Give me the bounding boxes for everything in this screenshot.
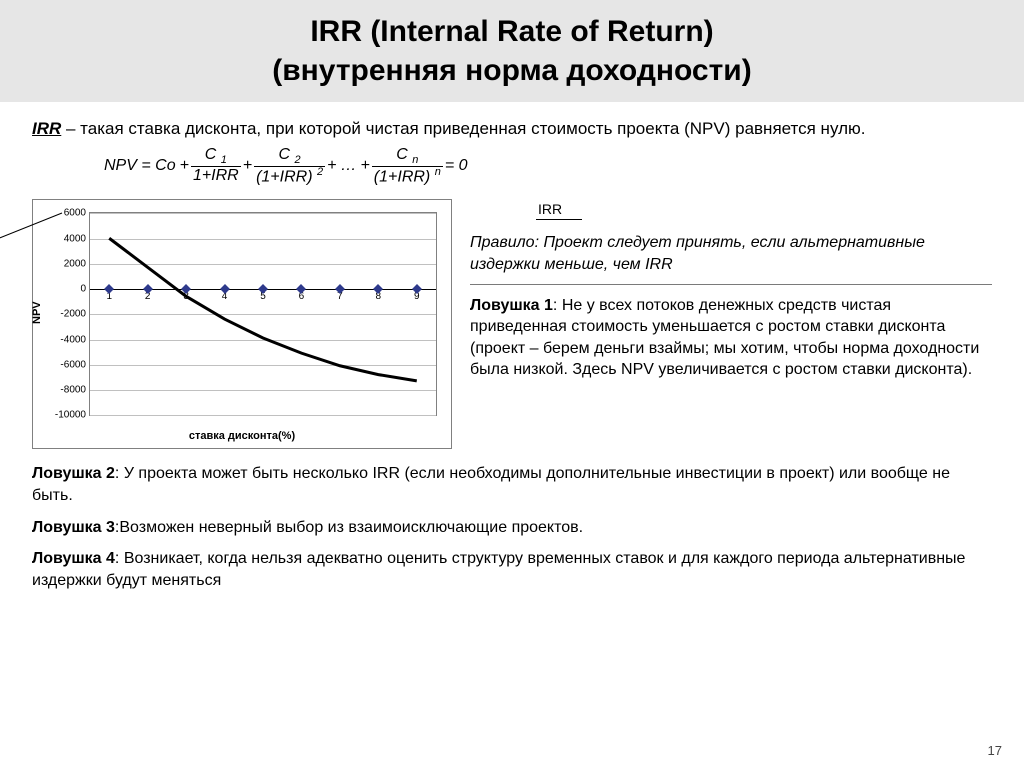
divider — [470, 284, 992, 285]
page-number: 17 — [988, 743, 1002, 758]
npv-formula: NPV = Co + C 1 + C 2 + … + C n = 0 1+IRR… — [102, 147, 992, 186]
trap-4: Ловушка 4: Возникает, когда нельзя адекв… — [32, 548, 992, 591]
y-axis-label: NPV — [31, 302, 43, 325]
x-axis-label: ставка дисконта(%) — [33, 430, 451, 442]
trap-3: Ловушка 3:Возможен неверный выбор из вза… — [32, 517, 992, 539]
rule-text: Правило: Проект следует принять, если ал… — [470, 232, 992, 275]
right-text-block: IRR Правило: Проект следует принять, есл… — [470, 195, 992, 390]
title-line-1: IRR (Internal Rate of Return) — [0, 12, 1024, 51]
title-line-2: (внутренняя норма доходности) — [0, 51, 1024, 90]
definition-body: – такая ставка дисконта, при которой чис… — [61, 119, 865, 138]
trap-1: Ловушка 1: Не у всех потоков денежных ср… — [470, 295, 992, 381]
npv-chart: 6000400020000-2000-4000-6000-8000-100001… — [32, 199, 452, 449]
slide-header: IRR (Internal Rate of Return) (внутрення… — [0, 0, 1024, 102]
definition-text: IRR – такая ставка дисконта, при которой… — [32, 118, 992, 141]
trap-2: Ловушка 2: У проекта может быть нескольк… — [32, 463, 992, 506]
irr-term: IRR — [32, 119, 61, 138]
irr-pointer-label: IRR — [536, 200, 582, 220]
